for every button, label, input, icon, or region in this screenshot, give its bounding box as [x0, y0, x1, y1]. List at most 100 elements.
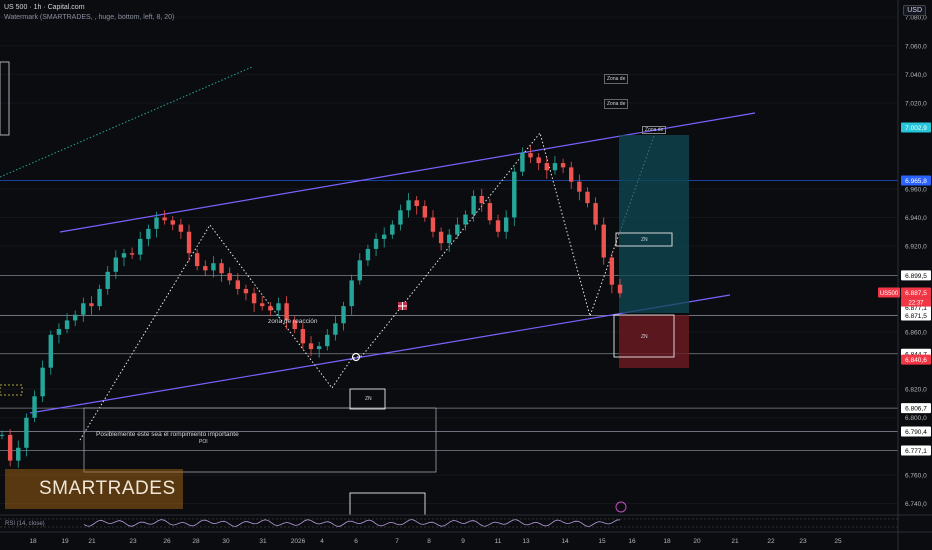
- candle-body: [308, 343, 314, 350]
- candle-body: [276, 303, 281, 311]
- x-tick-label: 4: [320, 538, 324, 545]
- x-tick-label: 20: [693, 538, 701, 545]
- price-label-bg: [901, 270, 931, 281]
- watermark: SMARTRADES: [5, 469, 183, 509]
- candle-body: [503, 217, 509, 232]
- price-label: 6.887,5: [905, 290, 927, 297]
- x-tick-label: 18: [29, 538, 37, 545]
- x-tick-label: 30: [222, 538, 230, 545]
- channel-upper-line: [59, 112, 756, 233]
- candle-body: [512, 171, 517, 218]
- candle-body: [211, 263, 216, 271]
- candle-body: [349, 280, 354, 307]
- price-label-bg: [901, 354, 931, 365]
- y-tick-label: 6.940,0: [905, 215, 927, 222]
- x-tick-label: 25: [834, 538, 842, 545]
- price-label: 6.777,1: [905, 448, 927, 455]
- candle-body: [300, 329, 306, 344]
- candle-body: [487, 203, 493, 221]
- price-label-bg: [901, 287, 931, 298]
- candle-body: [577, 181, 582, 192]
- candle-body: [447, 234, 452, 244]
- channel-lower-line: [29, 294, 731, 414]
- x-tick-label: 15: [598, 538, 606, 545]
- candle-body: [357, 260, 362, 281]
- candle-body: [398, 210, 403, 225]
- rsi-label: RSI (14, close): [5, 521, 45, 527]
- candle-body: [16, 447, 21, 461]
- y-tick-label: 7.040,0: [905, 72, 927, 79]
- candle-body: [235, 280, 241, 289]
- take-profit-zone: [619, 135, 689, 313]
- price-label: 6.877,1: [905, 305, 927, 312]
- candle-body: [316, 346, 322, 350]
- x-tick-label: 9: [461, 538, 465, 545]
- candle-body: [24, 417, 29, 448]
- zn-box-top: [615, 232, 673, 247]
- candle-body: [40, 367, 45, 397]
- price-label-bg: [901, 310, 931, 321]
- candle-body: [292, 320, 297, 330]
- candle-body: [341, 306, 346, 324]
- zn-box-mid: [613, 314, 675, 358]
- candle-body: [373, 238, 379, 249]
- candle-body: [536, 157, 541, 164]
- zona-reaccion-label: zona de reacción: [268, 318, 318, 325]
- candle-body: [154, 217, 159, 229]
- candle-body: [455, 224, 460, 235]
- candle-body: [81, 303, 86, 315]
- candle-body: [463, 214, 468, 225]
- x-tick-label: 31: [259, 538, 267, 545]
- x-tick-label: 21: [88, 538, 96, 545]
- price-label-bg: [901, 426, 931, 437]
- candle-body: [162, 217, 167, 221]
- y-tick-label: 7.060,0: [905, 43, 927, 50]
- y-tick-label: 7.020,0: [905, 101, 927, 108]
- x-tick-label: 23: [799, 538, 807, 545]
- y-tick-label: 6.760,0: [905, 472, 927, 479]
- y-tick-label: 6.860,0: [905, 329, 927, 336]
- candle-body: [333, 323, 338, 335]
- poi-label: POI: [199, 439, 208, 445]
- price-label: 6.965,8: [905, 178, 927, 185]
- watermark-indicator-label: Watermark (SMARTRADES, , huge, bottom, l…: [4, 14, 175, 21]
- time-axis: 18 19 21 23 26 28 30 31 2026 4 6 7 8 9 11 13 14 15 16 18 20 2…: [0, 531, 932, 545]
- candle-body: [406, 200, 411, 211]
- candle-body: [268, 306, 273, 311]
- price-label-bg: [901, 403, 931, 414]
- overlays: [0, 61, 898, 528]
- candle-body: [219, 263, 224, 274]
- candle-body: [64, 320, 70, 330]
- candle-body: [146, 228, 151, 239]
- candle-body: [528, 153, 533, 158]
- y-tick-label: 6.960,0: [905, 186, 927, 193]
- candle-body: [7, 434, 13, 461]
- event-icon: [615, 501, 627, 513]
- symbol-tag-bg: [878, 287, 900, 298]
- symbol-title: US 500 · 1h · Capital.com: [4, 4, 85, 11]
- x-tick-label: 7: [395, 538, 399, 545]
- candle-body: [72, 314, 78, 321]
- projection-zigzag: [79, 131, 656, 441]
- candle-body: [544, 163, 550, 171]
- candle-body: [121, 253, 127, 258]
- zn-box-bottom: [349, 388, 386, 410]
- currency-button[interactable]: USD: [903, 5, 926, 16]
- candle-body: [593, 203, 598, 225]
- price-label: 7.002,9: [905, 125, 927, 132]
- yellow-box: [0, 384, 23, 396]
- candle-body: [325, 334, 330, 347]
- candle-body: [479, 195, 484, 204]
- candle-body: [520, 153, 525, 172]
- grid: [0, 16, 898, 505]
- price-label: 6.790,4: [905, 429, 927, 436]
- candle-body: [390, 224, 395, 235]
- x-tick-label: 23: [129, 538, 137, 545]
- candle-body: [138, 238, 143, 255]
- rsi-line: [83, 519, 621, 527]
- candle-body: [48, 334, 53, 368]
- x-tick-label: 21: [731, 538, 739, 545]
